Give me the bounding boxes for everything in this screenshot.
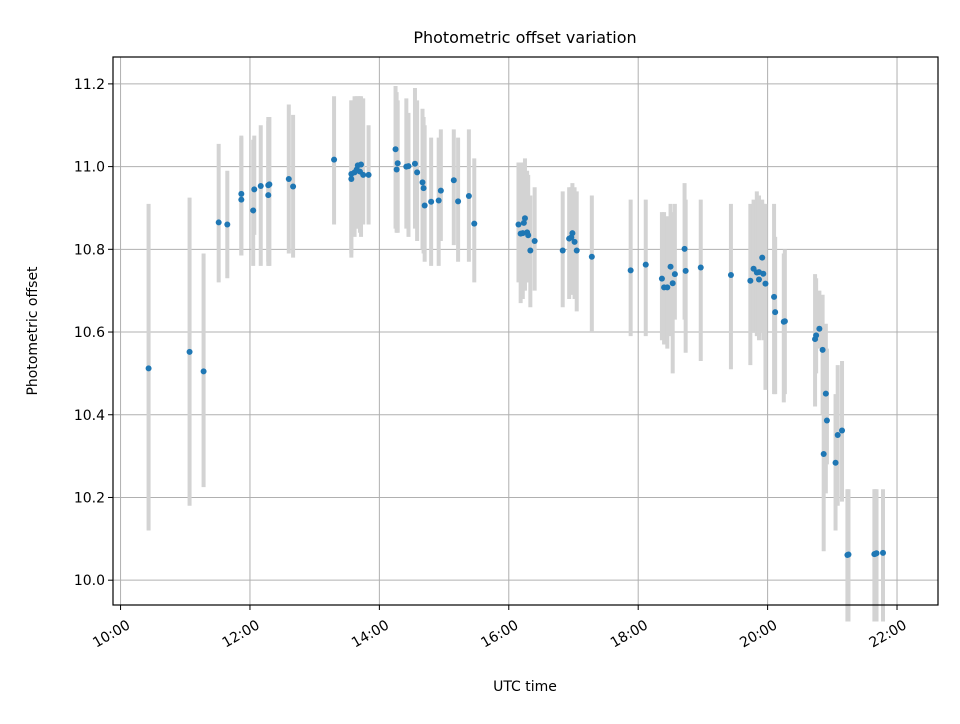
data-point: [755, 276, 762, 283]
y-tick-label: 11.2: [74, 77, 105, 93]
data-point: [823, 417, 830, 424]
data-point: [813, 332, 820, 339]
data-point: [238, 190, 245, 197]
plot-frame: [112, 56, 939, 606]
data-point: [215, 219, 222, 226]
data-point: [658, 275, 665, 282]
data-point: [760, 270, 767, 277]
data-point: [520, 219, 527, 226]
data-point: [559, 247, 566, 254]
x-axis-label: UTC time: [493, 679, 557, 695]
data-point: [450, 177, 457, 184]
data-point: [880, 549, 886, 556]
data-point: [200, 368, 207, 375]
data-point: [762, 280, 769, 287]
data-point: [727, 271, 734, 278]
data-point: [669, 280, 676, 287]
data-point: [435, 197, 442, 204]
data-point: [671, 271, 678, 278]
data-point: [428, 198, 435, 205]
y-tick-label: 10.2: [74, 490, 105, 506]
data-point: [455, 198, 462, 205]
data-point: [832, 459, 839, 466]
data-point: [642, 261, 649, 268]
data-point: [186, 348, 193, 355]
data-point: [772, 309, 779, 316]
data-point: [238, 196, 245, 203]
data-point: [465, 192, 472, 199]
data-point: [285, 176, 292, 183]
data-point: [822, 390, 829, 397]
data-point: [682, 267, 689, 274]
point-layer: [145, 146, 886, 558]
data-point: [266, 181, 273, 188]
data-point: [515, 221, 522, 228]
data-point: [627, 267, 634, 274]
data-point: [265, 192, 272, 199]
data-point: [819, 346, 826, 353]
data-point: [697, 264, 704, 271]
data-point: [588, 253, 595, 260]
y-tick-label: 10.8: [74, 242, 105, 258]
data-point: [573, 247, 580, 254]
y-tick-label: 11.0: [74, 160, 105, 176]
data-point: [527, 247, 534, 254]
data-point: [405, 163, 412, 170]
data-point: [771, 293, 778, 300]
data-point: [820, 451, 827, 458]
data-point: [781, 318, 788, 325]
data-point: [348, 176, 355, 183]
data-point: [839, 427, 846, 434]
data-point: [525, 232, 532, 239]
data-point: [331, 156, 338, 163]
data-point: [420, 185, 427, 192]
grid-layer: [113, 57, 938, 605]
data-point: [571, 238, 578, 245]
data-point: [360, 171, 367, 178]
data-point: [759, 254, 766, 261]
data-point: [394, 160, 401, 167]
data-point: [569, 230, 576, 237]
data-point: [365, 171, 372, 178]
data-point: [257, 183, 264, 190]
data-point: [393, 166, 400, 173]
chart-title: Photometric offset variation: [413, 28, 636, 47]
data-point: [290, 183, 297, 190]
data-point: [747, 277, 754, 284]
data-point: [873, 550, 880, 557]
data-point: [358, 161, 365, 168]
data-point: [834, 432, 841, 439]
data-point: [411, 160, 418, 167]
data-point: [419, 179, 426, 186]
data-point: [521, 215, 528, 222]
data-point: [471, 220, 478, 227]
data-point: [664, 284, 671, 291]
data-point: [421, 202, 428, 209]
y-tick-label: 10.0: [74, 573, 105, 589]
y-tick-label: 10.6: [74, 325, 105, 341]
y-tick-label: 10.4: [74, 408, 105, 424]
data-point: [667, 263, 674, 270]
data-point: [845, 551, 852, 558]
data-point: [224, 221, 231, 228]
data-point: [414, 169, 421, 176]
data-point: [250, 207, 257, 214]
data-point: [251, 186, 258, 193]
data-point: [681, 245, 688, 252]
data-point: [816, 325, 823, 332]
data-point: [531, 238, 538, 245]
y-axis-label: Photometric offset: [25, 266, 41, 396]
data-point: [392, 146, 399, 153]
data-point: [437, 187, 444, 194]
data-point: [145, 365, 152, 372]
